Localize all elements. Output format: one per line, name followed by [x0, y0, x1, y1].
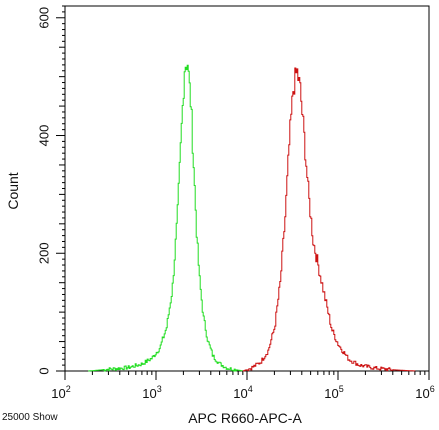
- y-axis-ticks: 0 200 400 600: [36, 5, 65, 375]
- x-tick-label: 103: [142, 384, 161, 401]
- y-tick-label: 200: [36, 242, 51, 264]
- histogram-series-1-line: [88, 64, 243, 372]
- x-tick-label: 102: [51, 384, 70, 401]
- histogram-series-2-line: [242, 67, 416, 372]
- x-tick-label: 106: [415, 384, 434, 401]
- y-tick-label: 0: [36, 367, 51, 374]
- y-tick-label: 600: [36, 7, 51, 29]
- histogram-series: [88, 64, 416, 372]
- event-count-footnote: 25000 Show: [2, 412, 58, 423]
- y-tick-label: 400: [36, 125, 51, 147]
- y-axis-label: Count: [5, 172, 21, 209]
- x-tick-label: 104: [233, 384, 252, 401]
- plot-frame: [64, 5, 430, 372]
- x-axis-ticks: 102 103 104 105 106: [51, 371, 435, 401]
- x-axis-label: APC R660-APC-A: [188, 410, 302, 426]
- x-tick-label: 105: [324, 384, 343, 401]
